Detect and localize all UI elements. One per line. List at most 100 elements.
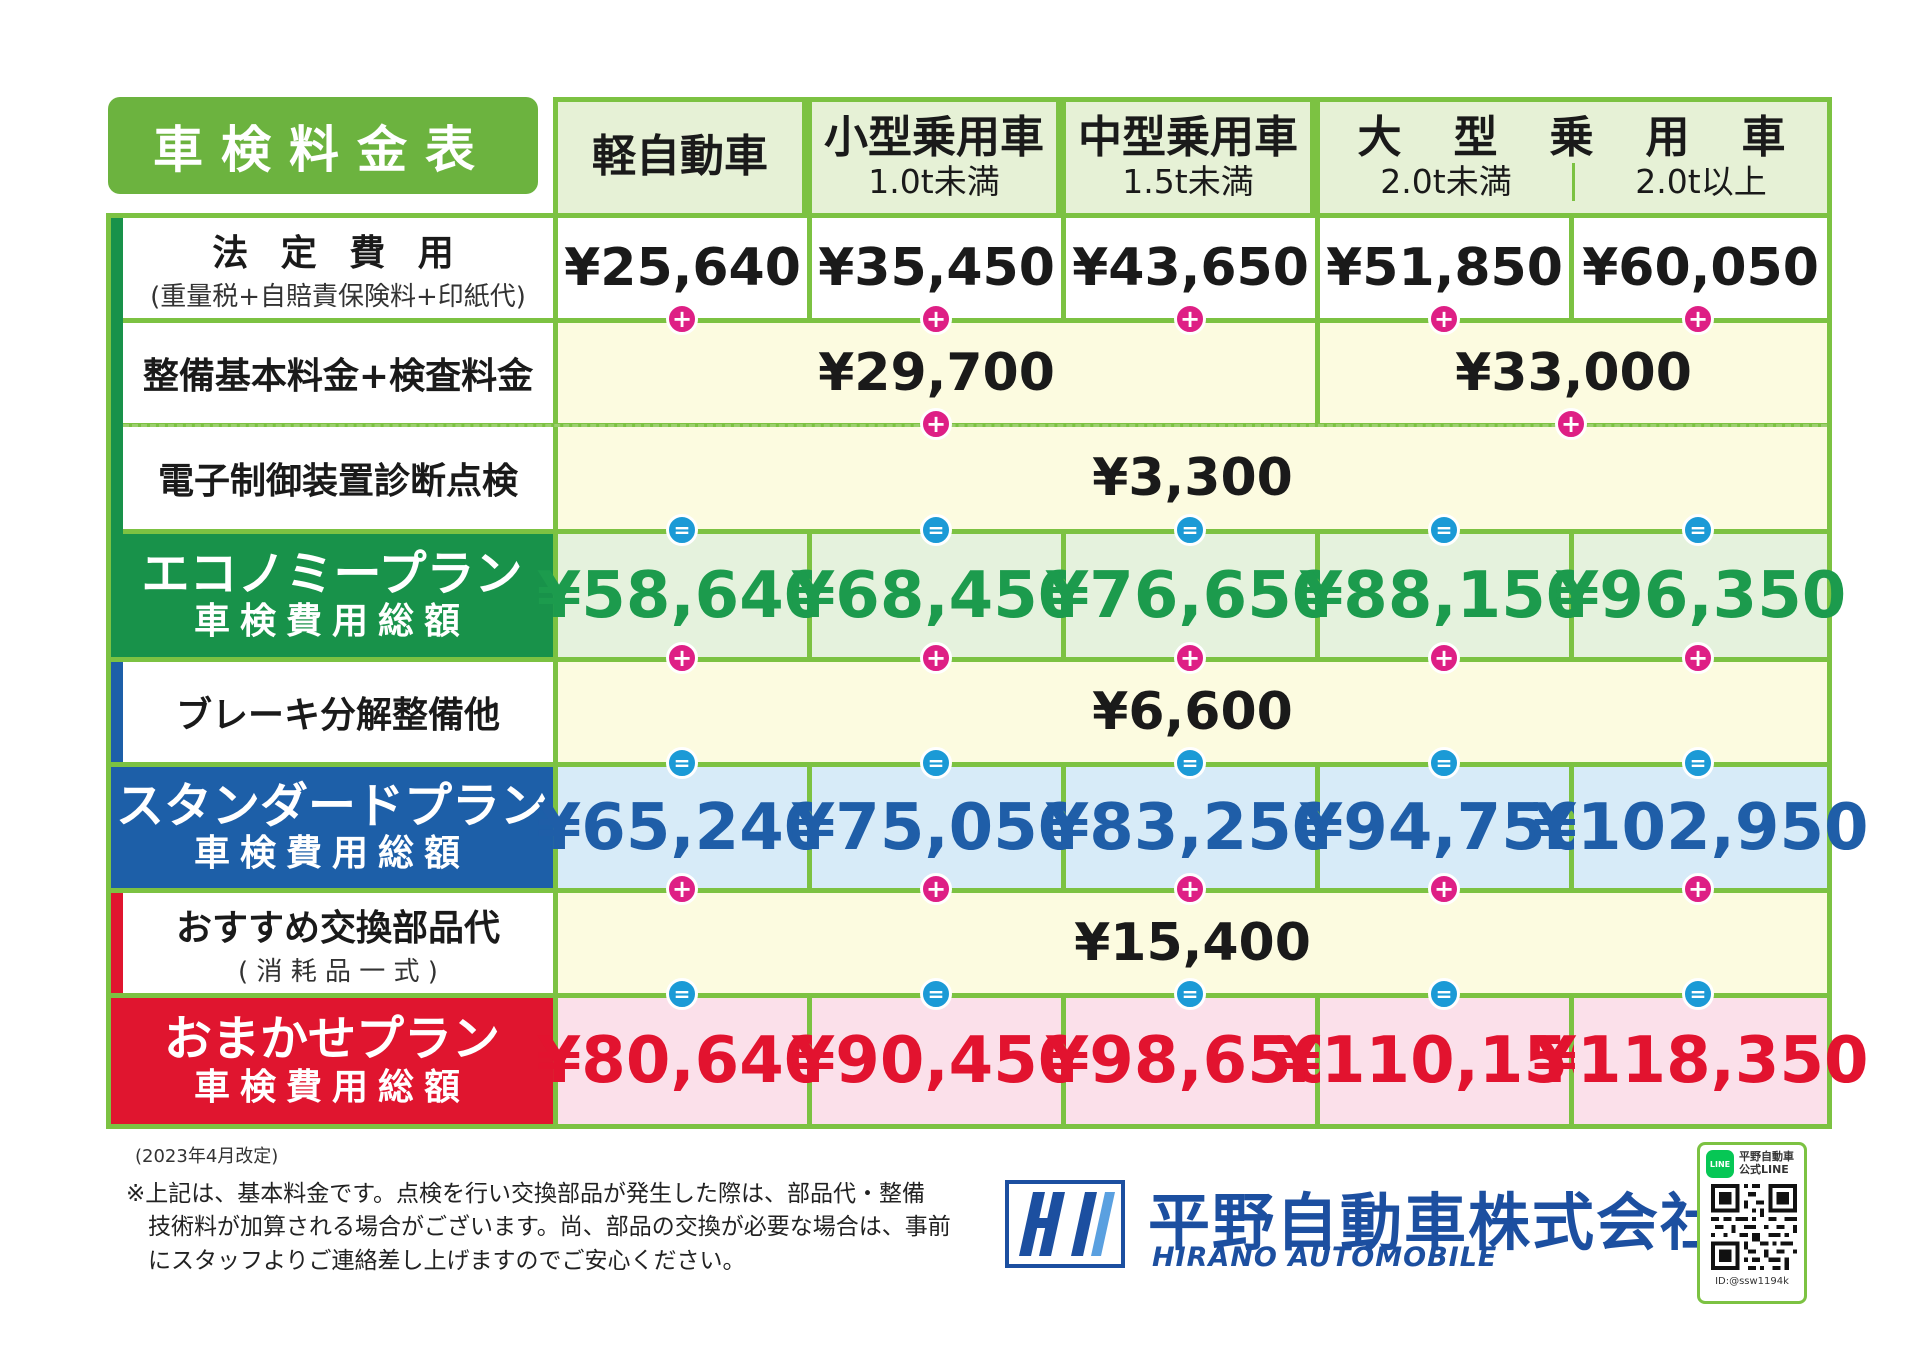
header-medium-label: 中型乗用車	[1078, 112, 1298, 164]
economy-plan-label: エコノミープラン 車検費用総額	[111, 534, 553, 657]
footer-note-line: ※上記は、基本料金です。点検を行い交換部品が発生した際は、部品代・整備	[126, 1181, 925, 1207]
omakase-large-over: ¥118,350	[1532, 998, 1869, 1124]
plus-icon: +	[666, 873, 698, 905]
omakase-plan-label: おまかせプラン 車検費用総額	[111, 998, 553, 1124]
row-label-legal: 法 定 費 用 (重量税+自賠責保険料+印紙代)	[123, 218, 553, 318]
equals-icon: =	[1428, 514, 1460, 546]
header-large-label: 大 型 乗 用 車	[1357, 112, 1790, 164]
maintenance-price-standard: ¥29,700	[558, 323, 1315, 423]
standard-large-under: ¥94,750	[1299, 767, 1590, 888]
line-header: LINE 平野自動車 公式LINE	[1700, 1145, 1804, 1178]
equals-icon: =	[666, 978, 698, 1010]
plus-icon: +	[920, 408, 952, 440]
standard-kei: ¥65,240	[537, 767, 828, 888]
standard-plan-label: スタンダードプラン 車検費用総額	[111, 767, 553, 888]
line-qr-card[interactable]: LINE 平野自動車 公式LINE ID:@ssw1194k	[1697, 1142, 1807, 1304]
legal-medium: ¥43,650	[1066, 218, 1315, 318]
standard-plan-sub: 車検費用総額	[193, 833, 470, 875]
line-label: 平野自動車 公式LINE	[1739, 1151, 1794, 1176]
qr-code-icon	[1711, 1184, 1797, 1270]
plus-icon: +	[920, 303, 952, 335]
dashed-divider	[123, 424, 1827, 427]
equals-icon: =	[1174, 978, 1206, 1010]
line-label-name: 平野自動車	[1739, 1150, 1794, 1164]
maintenance-label: 整備基本料金+検査料金	[142, 356, 534, 397]
header-medium-weight: 1.5t未満	[1122, 161, 1254, 201]
header-small-weight: 1.0t未満	[868, 161, 1000, 201]
equals-icon: =	[1428, 978, 1460, 1010]
equals-icon: =	[920, 514, 952, 546]
parts-sublabel: ( 消 耗 品 一 式 )	[238, 956, 438, 987]
diagnosis-price: ¥3,300	[558, 427, 1827, 529]
plus-icon: +	[920, 642, 952, 674]
header-large: 大 型 乗 用 車 2.0t未満 2.0t以上	[1315, 97, 1832, 213]
footer-note-line: にスタッフよりご連絡差し上げますのでご安心ください。	[148, 1247, 746, 1274]
plus-icon: +	[1428, 642, 1460, 674]
logo-mark	[1019, 1192, 1115, 1256]
brake-price: ¥6,600	[558, 662, 1827, 762]
economy-plan-name: エコノミープラン	[141, 545, 523, 602]
equals-icon: =	[1682, 747, 1714, 779]
header-large-sub-over: 2.0t以上	[1635, 161, 1767, 201]
header-small: 小型乗用車 1.0t未満	[807, 97, 1061, 213]
equals-icon: =	[666, 514, 698, 546]
plus-icon: +	[1682, 303, 1714, 335]
row-label-parts: おすすめ交換部品代 ( 消 耗 品 一 式 )	[123, 893, 553, 993]
row-label-maintenance: 整備基本料金+検査料金	[123, 323, 553, 423]
table-title: 車検料金表	[108, 97, 538, 194]
line-id: ID:@ssw1194k	[1715, 1276, 1789, 1287]
plus-icon: +	[666, 642, 698, 674]
equals-icon: =	[666, 747, 698, 779]
plus-icon: +	[1174, 873, 1206, 905]
economy-large-over: ¥96,350	[1555, 534, 1846, 657]
omakase-plan-name: おまかせプラン	[163, 1011, 500, 1067]
plus-icon: +	[1682, 642, 1714, 674]
standard-large-over: ¥102,950	[1532, 767, 1869, 888]
plus-icon: +	[666, 303, 698, 335]
line-label-official: 公式LINE	[1739, 1163, 1789, 1176]
header-large-sub-under: 2.0t未満	[1320, 162, 1575, 201]
plus-icon: +	[920, 873, 952, 905]
brake-label: ブレーキ分解整備他	[175, 695, 500, 736]
omakase-small: ¥90,450	[791, 998, 1082, 1124]
row-label-diagnosis: 電子制御装置診断点検	[123, 427, 553, 529]
legal-label: 法 定 費 用	[212, 232, 464, 274]
legal-small: ¥35,450	[812, 218, 1061, 318]
accent-bar-blue	[111, 662, 123, 762]
standard-medium: ¥83,250	[1045, 767, 1336, 888]
standard-small: ¥75,050	[791, 767, 1082, 888]
omakase-medium: ¥98,650	[1045, 998, 1336, 1124]
header-large-subs: 2.0t未満 2.0t以上	[1320, 161, 1827, 201]
omakase-large-under: ¥110,150	[1276, 998, 1613, 1124]
company-name-en: HIRANO AUTOMOBILE	[1152, 1242, 1498, 1273]
equals-icon: =	[1682, 514, 1714, 546]
plus-icon: +	[1174, 303, 1206, 335]
legal-large-over: ¥60,050	[1574, 218, 1827, 318]
omakase-kei: ¥80,640	[537, 998, 828, 1124]
legal-kei: ¥25,640	[558, 218, 807, 318]
legal-sublabel: (重量税+自賠責保険料+印紙代)	[150, 281, 526, 312]
economy-plan-sub: 車検費用総額	[193, 601, 470, 643]
parts-label: おすすめ交換部品代	[175, 907, 500, 949]
plus-icon: +	[1555, 408, 1587, 440]
economy-kei: ¥58,640	[537, 534, 828, 657]
header-kei: 軽自動車	[553, 97, 807, 213]
equals-icon: =	[920, 747, 952, 779]
plus-icon: +	[1682, 873, 1714, 905]
header-small-label: 小型乗用車	[824, 112, 1044, 164]
header-medium: 中型乗用車 1.5t未満	[1061, 97, 1315, 213]
footer-note: ※上記は、基本料金です。点検を行い交換部品が発生した際は、部品代・整備 技術料が…	[126, 1178, 986, 1278]
equals-icon: =	[920, 978, 952, 1010]
company-logo	[1005, 1180, 1125, 1268]
footer-note-line: 技術料が加算される場合がございます。尚、部品の交換が必要な場合は、事前	[148, 1214, 951, 1241]
economy-small: ¥68,450	[791, 534, 1082, 657]
economy-large-under: ¥88,150	[1299, 534, 1590, 657]
row-label-brake: ブレーキ分解整備他	[123, 662, 553, 762]
plus-icon: +	[1428, 873, 1460, 905]
omakase-plan-sub: 車検費用総額	[193, 1066, 470, 1108]
company-name: 平野自動車株式会社	[1148, 1186, 1725, 1259]
parts-price: ¥15,400	[558, 893, 1827, 993]
equals-icon: =	[1428, 747, 1460, 779]
maintenance-price-large: ¥33,000	[1320, 323, 1827, 423]
revision-date: (2023年4月改定)	[135, 1146, 279, 1167]
